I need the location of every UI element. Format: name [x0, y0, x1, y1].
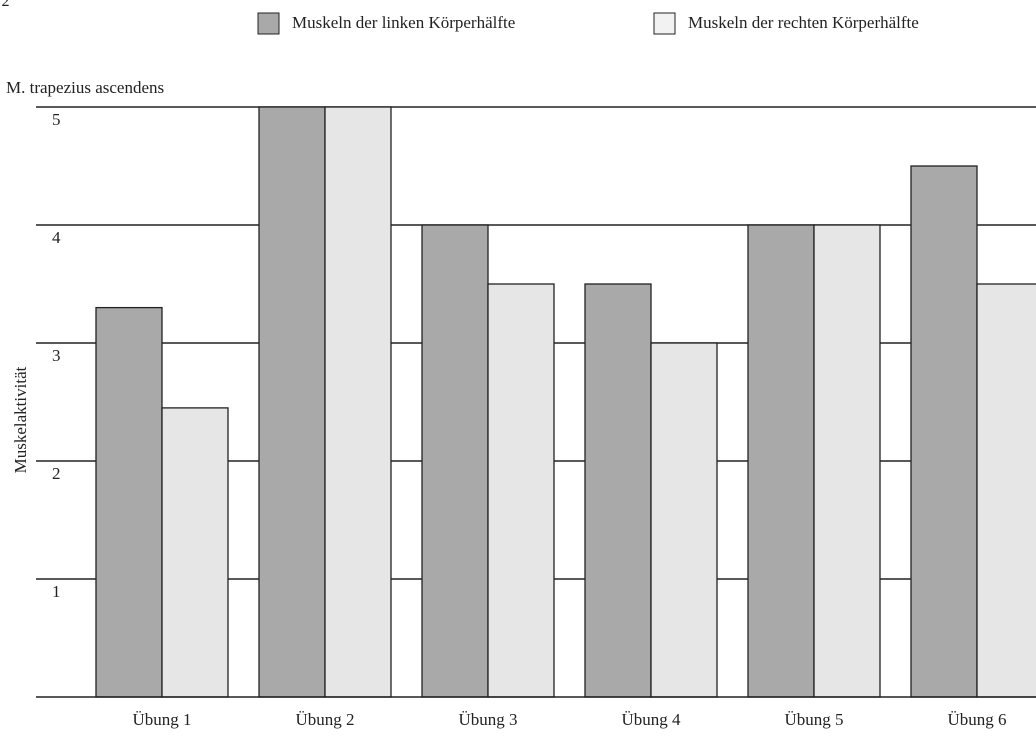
bar-right-1 [161, 407, 229, 698]
bar-right-4 [650, 342, 718, 698]
legend-label-left: Muskeln der linken Körperhälfte [292, 13, 515, 32]
y-tick-labels: 1 2 3 4 5 [52, 110, 61, 601]
chart-subtitle: M. trapezius ascendens [6, 78, 164, 97]
y-tick-label-5: 5 [52, 110, 61, 129]
bar-right-5 [813, 224, 881, 698]
bar-right-2 [324, 106, 392, 698]
bar-left-5 [747, 224, 815, 698]
y-tick-label-1: 1 [52, 582, 61, 601]
x-tick-label-5: Übung 5 [784, 710, 843, 729]
y-tick-label-4: 4 [52, 228, 61, 247]
x-tick-label-3: Übung 3 [458, 710, 517, 729]
header-fragment: Testand 2 [0, 0, 10, 10]
bar-right-3 [487, 283, 555, 698]
legend-swatch-left [257, 12, 280, 35]
bars [95, 106, 1036, 698]
legend: Muskeln der linken Körperhälfte Muskeln … [257, 12, 919, 35]
bar-left-3 [421, 224, 489, 698]
bar-left-6 [910, 165, 978, 698]
y-tick-label-2: 2 [52, 464, 61, 483]
x-tick-label-1: Übung 1 [132, 710, 191, 729]
bar-left-1 [95, 306, 163, 698]
x-tick-label-2: Übung 2 [295, 710, 354, 729]
y-axis-label: Muskelaktivität [11, 366, 30, 473]
x-tick-labels: Übung 1 Übung 2 Übung 3 Übung 4 Übung 5 Übung… [132, 710, 1006, 729]
x-tick-label-6: Übung 6 [947, 710, 1006, 729]
bar-left-4 [584, 283, 652, 698]
y-tick-label-3: 3 [52, 346, 61, 365]
legend-swatch-right [653, 12, 676, 35]
legend-label-right: Muskeln der rechten Körperhälfte [688, 13, 919, 32]
x-tick-label-4: Übung 4 [621, 710, 681, 729]
bar-left-2 [258, 106, 326, 698]
bar-right-6 [976, 283, 1036, 698]
